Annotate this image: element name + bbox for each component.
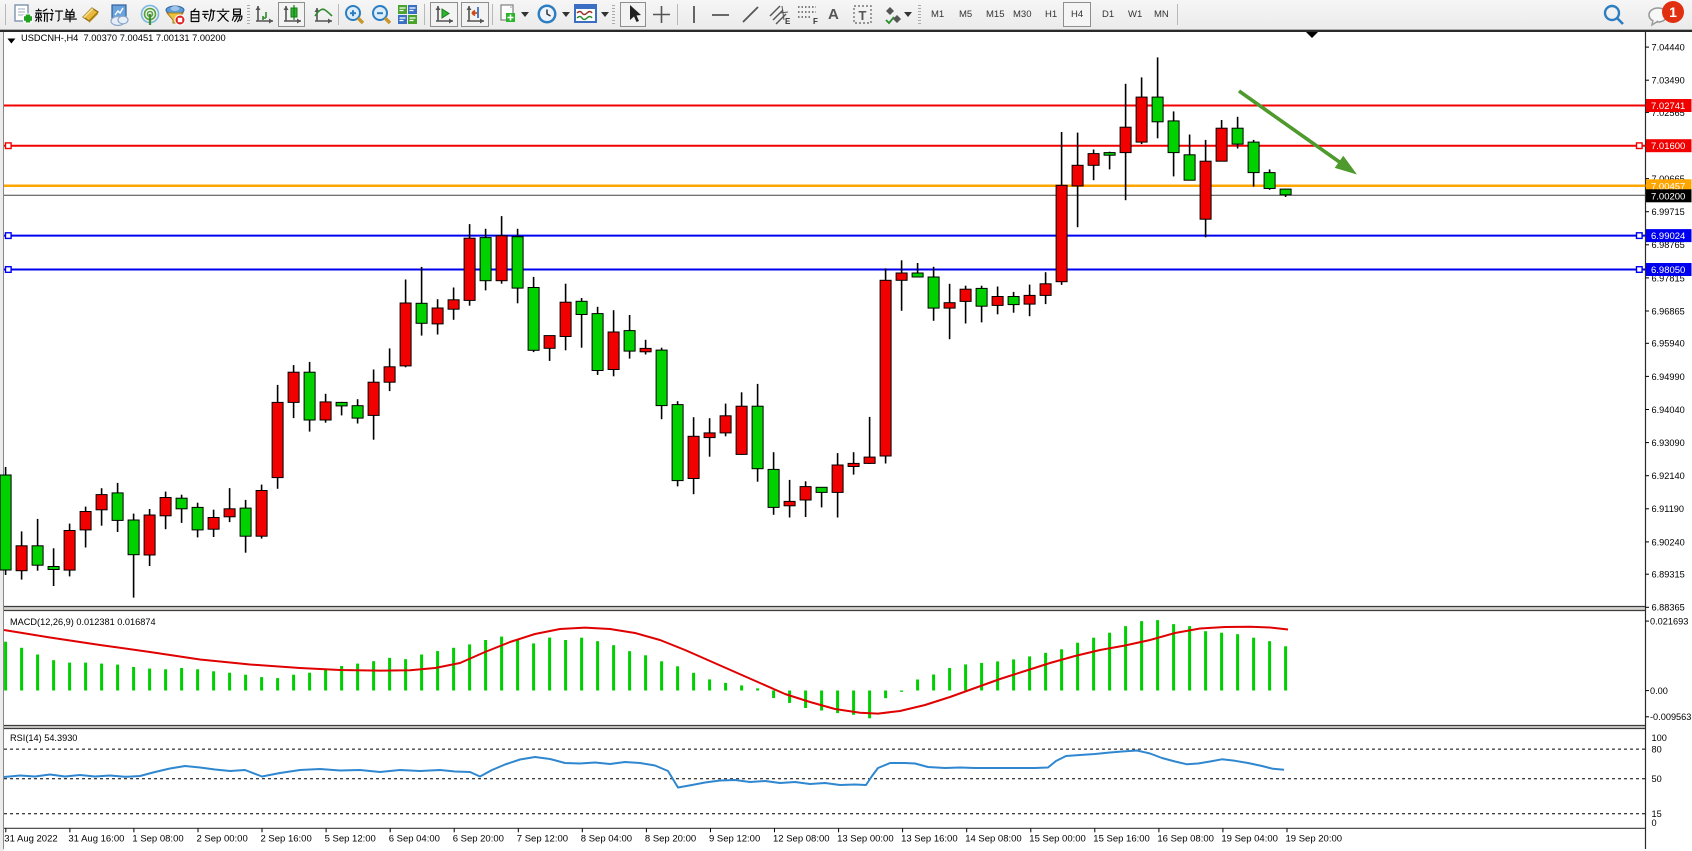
svg-text:7.00665: 7.00665 — [1652, 174, 1685, 184]
svg-text:2 Sep 16:00: 2 Sep 16:00 — [261, 834, 312, 845]
svg-text:100: 100 — [1652, 733, 1667, 743]
svg-text:7.01600: 7.01600 — [1651, 141, 1685, 152]
svg-text:7.00200: 7.00200 — [1651, 191, 1685, 202]
svg-text:5 Sep 12:00: 5 Sep 12:00 — [325, 834, 376, 845]
svg-text:6 Sep 04:00: 6 Sep 04:00 — [389, 834, 440, 845]
svg-text:7 Sep 12:00: 7 Sep 12:00 — [517, 834, 568, 845]
svg-text:6 Sep 20:00: 6 Sep 20:00 — [453, 834, 504, 845]
svg-text:6.98765: 6.98765 — [1652, 240, 1685, 250]
svg-text:7.03490: 7.03490 — [1652, 76, 1685, 86]
svg-text:0: 0 — [1652, 818, 1657, 828]
svg-text:E: E — [785, 17, 791, 26]
svg-text:6.97815: 6.97815 — [1652, 273, 1685, 283]
svg-text:13 Sep 16:00: 13 Sep 16:00 — [901, 834, 958, 845]
svg-text:31 Aug 16:00: 31 Aug 16:00 — [68, 834, 124, 845]
svg-text:6.94990: 6.94990 — [1652, 372, 1685, 382]
svg-text:19 Sep 20:00: 19 Sep 20:00 — [1286, 834, 1343, 845]
svg-text:0.021693: 0.021693 — [1650, 617, 1688, 627]
svg-text:6.90240: 6.90240 — [1652, 537, 1685, 547]
svg-text:14 Sep 08:00: 14 Sep 08:00 — [965, 834, 1022, 845]
svg-text:7.04440: 7.04440 — [1652, 43, 1685, 53]
svg-text:6.99024: 6.99024 — [1651, 231, 1685, 242]
svg-text:F: F — [813, 17, 818, 26]
svg-text:15 Sep 00:00: 15 Sep 00:00 — [1029, 834, 1086, 845]
svg-text:31 Aug 2022: 31 Aug 2022 — [4, 834, 57, 845]
svg-text:7.00457: 7.00457 — [1651, 181, 1685, 192]
svg-text:1 Sep 08:00: 1 Sep 08:00 — [132, 834, 183, 845]
svg-text:-0.009563: -0.009563 — [1650, 712, 1691, 722]
svg-text:7.02565: 7.02565 — [1652, 108, 1685, 118]
svg-text:16 Sep 08:00: 16 Sep 08:00 — [1157, 834, 1214, 845]
svg-text:0.00: 0.00 — [1650, 686, 1668, 696]
svg-text:12 Sep 08:00: 12 Sep 08:00 — [773, 834, 830, 845]
svg-text:15 Sep 16:00: 15 Sep 16:00 — [1093, 834, 1150, 845]
svg-text:7.02741: 7.02741 — [1651, 101, 1685, 112]
svg-text:13 Sep 00:00: 13 Sep 00:00 — [837, 834, 894, 845]
svg-text:6.98050: 6.98050 — [1651, 265, 1685, 276]
svg-text:6.91190: 6.91190 — [1652, 504, 1685, 514]
svg-text:USDCNH-,H4 7.00370 7.00451 7.: USDCNH-,H4 7.00370 7.00451 7.00131 7.002… — [21, 33, 226, 43]
svg-text:6.96865: 6.96865 — [1652, 306, 1685, 316]
svg-text:9 Sep 12:00: 9 Sep 12:00 — [709, 834, 760, 845]
svg-text:6.93090: 6.93090 — [1652, 438, 1685, 448]
svg-text:MACD(12,26,9) 0.012381 0.01687: MACD(12,26,9) 0.012381 0.016874 — [10, 617, 156, 627]
svg-text:8 Sep 04:00: 8 Sep 04:00 — [581, 834, 632, 845]
svg-text:6.89315: 6.89315 — [1652, 570, 1685, 580]
svg-text:15: 15 — [1652, 809, 1662, 819]
svg-text:T: T — [859, 8, 867, 23]
svg-text:6.88365: 6.88365 — [1652, 603, 1685, 613]
svg-text:6.92140: 6.92140 — [1652, 471, 1685, 481]
svg-text:80: 80 — [1652, 745, 1662, 755]
svg-text:2 Sep 00:00: 2 Sep 00:00 — [197, 834, 248, 845]
svg-text:RSI(14) 54.3930: RSI(14) 54.3930 — [10, 733, 77, 743]
svg-text:50: 50 — [1652, 774, 1662, 784]
svg-text:19 Sep 04:00: 19 Sep 04:00 — [1221, 834, 1278, 845]
svg-text:6.99715: 6.99715 — [1652, 207, 1685, 217]
svg-text:8 Sep 20:00: 8 Sep 20:00 — [645, 834, 696, 845]
svg-text:6.95940: 6.95940 — [1652, 339, 1685, 349]
svg-text:6.94040: 6.94040 — [1652, 405, 1685, 415]
